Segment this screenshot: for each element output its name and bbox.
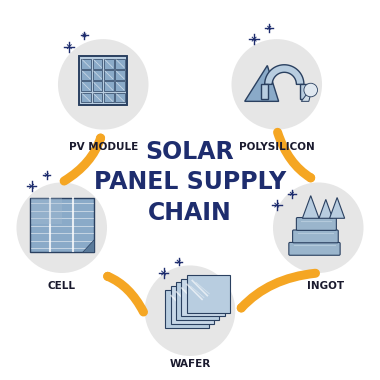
Circle shape bbox=[304, 83, 318, 97]
FancyBboxPatch shape bbox=[181, 279, 225, 317]
FancyBboxPatch shape bbox=[30, 198, 94, 252]
FancyBboxPatch shape bbox=[296, 217, 336, 230]
Polygon shape bbox=[319, 200, 332, 218]
FancyBboxPatch shape bbox=[176, 282, 219, 320]
Text: INGOT: INGOT bbox=[307, 281, 344, 291]
FancyArrowPatch shape bbox=[108, 276, 144, 312]
Text: POLYSILICON: POLYSILICON bbox=[239, 142, 315, 152]
FancyBboxPatch shape bbox=[115, 70, 125, 80]
FancyBboxPatch shape bbox=[93, 93, 103, 103]
Text: PV MODULE: PV MODULE bbox=[69, 142, 138, 152]
Polygon shape bbox=[82, 239, 94, 252]
FancyBboxPatch shape bbox=[104, 70, 114, 80]
FancyBboxPatch shape bbox=[115, 81, 125, 91]
Polygon shape bbox=[302, 196, 319, 218]
FancyBboxPatch shape bbox=[93, 70, 103, 80]
Polygon shape bbox=[245, 65, 279, 101]
FancyBboxPatch shape bbox=[104, 81, 114, 91]
FancyArrowPatch shape bbox=[241, 273, 315, 308]
Text: CHAIN: CHAIN bbox=[148, 201, 232, 225]
Text: WAFER: WAFER bbox=[169, 358, 211, 369]
Polygon shape bbox=[265, 65, 304, 84]
FancyBboxPatch shape bbox=[81, 93, 91, 103]
FancyBboxPatch shape bbox=[104, 59, 114, 68]
Polygon shape bbox=[301, 86, 313, 101]
FancyBboxPatch shape bbox=[93, 81, 103, 91]
FancyBboxPatch shape bbox=[81, 81, 91, 91]
FancyArrowPatch shape bbox=[277, 132, 311, 178]
Circle shape bbox=[58, 39, 149, 130]
FancyBboxPatch shape bbox=[115, 93, 125, 103]
FancyBboxPatch shape bbox=[300, 84, 308, 100]
Circle shape bbox=[231, 39, 322, 130]
FancyBboxPatch shape bbox=[93, 59, 103, 68]
FancyArrowPatch shape bbox=[64, 138, 101, 181]
Circle shape bbox=[16, 182, 107, 273]
FancyBboxPatch shape bbox=[165, 290, 209, 328]
FancyBboxPatch shape bbox=[81, 70, 91, 80]
Circle shape bbox=[145, 266, 235, 356]
Polygon shape bbox=[329, 198, 345, 218]
FancyBboxPatch shape bbox=[261, 84, 268, 100]
FancyBboxPatch shape bbox=[81, 59, 91, 68]
Text: SOLAR: SOLAR bbox=[146, 140, 234, 164]
FancyBboxPatch shape bbox=[104, 93, 114, 103]
Text: PANEL SUPPLY: PANEL SUPPLY bbox=[94, 171, 286, 195]
Text: CELL: CELL bbox=[48, 281, 76, 291]
FancyBboxPatch shape bbox=[115, 59, 125, 68]
FancyBboxPatch shape bbox=[293, 230, 338, 243]
FancyBboxPatch shape bbox=[187, 275, 230, 313]
Circle shape bbox=[273, 182, 364, 273]
FancyBboxPatch shape bbox=[289, 242, 340, 255]
Polygon shape bbox=[31, 198, 62, 224]
FancyBboxPatch shape bbox=[79, 57, 127, 105]
FancyBboxPatch shape bbox=[171, 286, 214, 324]
